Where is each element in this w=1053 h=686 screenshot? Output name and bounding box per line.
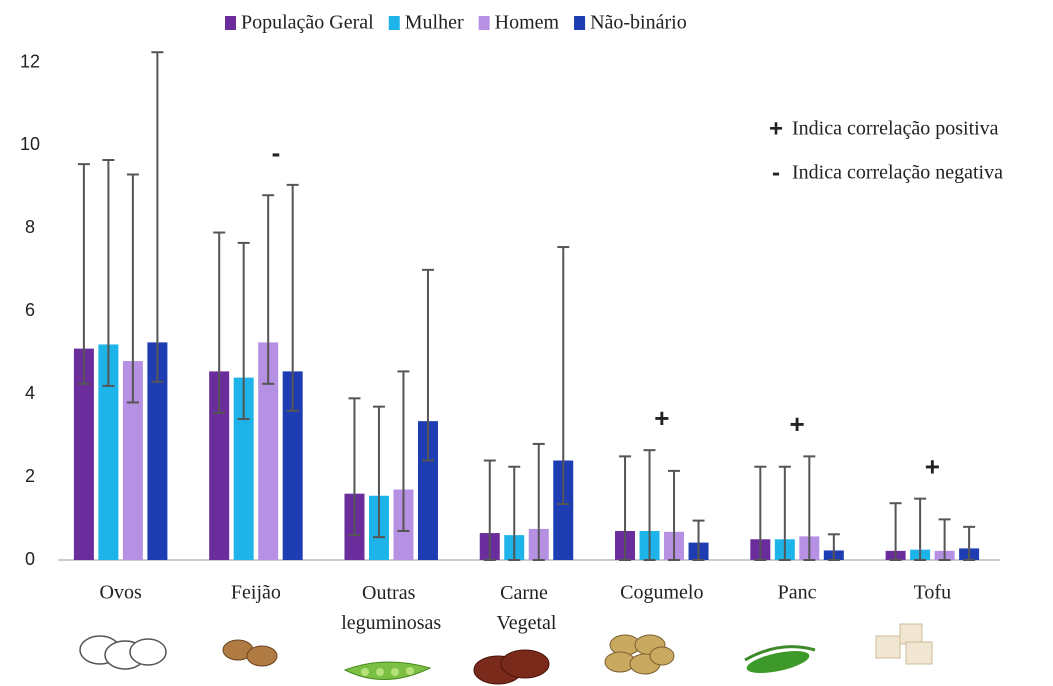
legend-label: Homem xyxy=(495,12,560,34)
legend-swatch xyxy=(389,16,400,30)
y-tick-label: 4 xyxy=(25,383,35,403)
note-symbol: + xyxy=(769,115,783,142)
y-tick-label: 2 xyxy=(25,466,35,486)
legend-label: População Geral xyxy=(241,12,374,34)
x-tick-label: Tofu xyxy=(914,582,951,604)
note-symbol: - xyxy=(772,159,780,186)
patty-icon xyxy=(474,650,549,684)
cucumber-icon xyxy=(745,647,815,678)
x-tick-label: Cogumelo xyxy=(620,582,703,604)
x-tick-label: Outras leguminosas xyxy=(341,582,441,634)
peas-icon xyxy=(345,662,430,680)
legend-swatch xyxy=(479,16,490,30)
x-tick-label: Carne Vegetal xyxy=(497,582,557,634)
y-tick-label: 6 xyxy=(25,300,35,320)
y-tick-label: 0 xyxy=(25,549,35,569)
correlation-marker: + xyxy=(654,403,669,433)
mushroom-icon xyxy=(605,635,674,674)
note-label: Indica correlação negativa xyxy=(792,162,1003,184)
legend-label: Não-binário xyxy=(590,12,687,34)
beans-icon xyxy=(223,640,277,666)
x-tick-label: Ovos xyxy=(100,582,142,604)
legend-swatch xyxy=(574,16,585,30)
legend-label: Mulher xyxy=(405,12,464,34)
x-tick-label: Panc xyxy=(778,582,817,604)
legend-swatch xyxy=(225,16,236,30)
x-tick-label: Feijão xyxy=(231,582,281,604)
chart: 0 2 4 6 8 10 12 População Geral Mulher Homem Não-b… xyxy=(0,0,1053,686)
eggs-icon xyxy=(80,636,166,669)
note-label: Indica correlação positiva xyxy=(792,118,999,140)
correlation-marker: - xyxy=(272,138,281,168)
y-tick-label: 10 xyxy=(20,134,40,154)
y-tick-label: 8 xyxy=(25,217,35,237)
tofu-icon xyxy=(876,624,932,664)
correlation-marker: + xyxy=(789,409,804,439)
correlation-marker: + xyxy=(925,452,940,482)
y-tick-label: 12 xyxy=(20,51,40,71)
